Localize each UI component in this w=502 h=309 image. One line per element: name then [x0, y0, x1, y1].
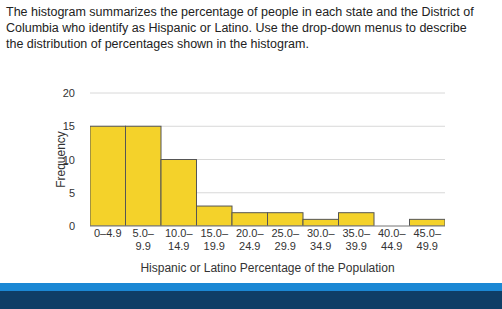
- y-tick-label: 20: [63, 87, 75, 99]
- x-tick-label: 0–4.9: [94, 227, 122, 239]
- bar: [303, 219, 339, 226]
- bar: [90, 126, 126, 226]
- footer: [0, 291, 502, 309]
- x-axis-title: Hispanic or Latino Percentage of the Pop…: [140, 261, 394, 275]
- x-tick-label: 20.0–24.9: [236, 227, 264, 252]
- label-line: 39.9: [346, 240, 367, 252]
- x-tick-label: 45.0–49.9: [413, 227, 441, 252]
- label-line: 35.0–: [342, 227, 370, 239]
- x-tick-label: 15.0–19.9: [200, 227, 228, 252]
- bar: [161, 160, 197, 227]
- label-line: 5.0–: [133, 227, 155, 239]
- question-text: The histogram summarizes the percentage …: [6, 4, 476, 52]
- bar: [232, 213, 268, 226]
- y-tick-label: 5: [69, 187, 75, 199]
- y-tick-label: 15: [63, 120, 75, 132]
- banner: [0, 283, 502, 291]
- label-line: 9.9: [136, 240, 151, 252]
- label-line: 19.9: [204, 240, 225, 252]
- x-tick-label: 40.0–44.9: [378, 227, 406, 252]
- x-tick-label: 5.0–9.9: [133, 227, 155, 252]
- bars: [90, 126, 445, 226]
- label-line: 29.9: [275, 240, 296, 252]
- label-line: 25.0–: [271, 227, 299, 239]
- chart: 051015200–4.95.0–9.910.0–14.915.0–19.920…: [0, 0, 502, 309]
- bar: [197, 206, 233, 226]
- label-line: 44.9: [381, 240, 402, 252]
- label-line: 10.0–: [165, 227, 193, 239]
- label-line: 20.0–: [236, 227, 264, 239]
- label-line: 24.9: [239, 240, 260, 252]
- label-line: 40.0–: [378, 227, 406, 239]
- bar: [339, 213, 375, 226]
- label-line: 45.0–: [413, 227, 441, 239]
- bar: [268, 213, 304, 226]
- label-line: 49.9: [417, 240, 438, 252]
- bar: [126, 126, 162, 226]
- bar: [410, 219, 446, 226]
- grid-line: [90, 93, 445, 94]
- label-line: 30.0–: [307, 227, 335, 239]
- x-tick-label: 10.0–14.9: [165, 227, 193, 252]
- label-line: 34.9: [310, 240, 331, 252]
- label-line: 14.9: [168, 240, 189, 252]
- y-axis-title: Frequency: [54, 131, 68, 188]
- x-tick-label: 35.0–39.9: [342, 227, 370, 252]
- y-tick-label: 0: [69, 220, 75, 232]
- x-tick-label: 30.0–34.9: [307, 227, 335, 252]
- x-tick-label: 25.0–29.9: [271, 227, 299, 252]
- label-line: 15.0–: [200, 227, 228, 239]
